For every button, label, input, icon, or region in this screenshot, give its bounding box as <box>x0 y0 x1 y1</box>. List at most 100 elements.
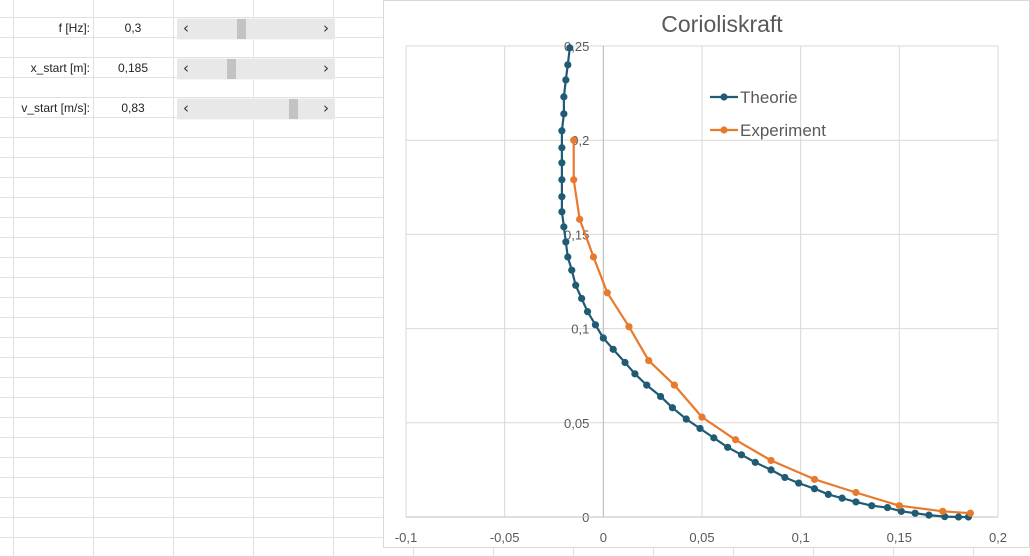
data-point-theorie <box>824 490 832 498</box>
data-point-theorie <box>558 176 566 184</box>
data-point-experiment <box>966 509 974 517</box>
x-tick-label: 0,1 <box>792 530 810 545</box>
data-point-theorie <box>578 294 586 303</box>
v-start-scroll-thumb[interactable] <box>288 99 298 119</box>
x-tick-label: 0,2 <box>989 530 1007 545</box>
y-tick-label: 0,1 <box>571 322 589 337</box>
data-point-theorie <box>564 61 572 69</box>
data-point-theorie <box>925 511 933 519</box>
data-point-experiment <box>589 253 598 261</box>
data-point-experiment <box>939 507 947 515</box>
data-point-experiment <box>645 357 653 365</box>
v-start-label: v_start [m/s]: <box>21 101 90 115</box>
frequency-scrollbar[interactable]: ‹ › <box>177 18 335 40</box>
data-point-theorie <box>883 503 892 512</box>
data-point-theorie <box>599 334 607 342</box>
data-point-theorie <box>562 238 570 246</box>
frequency-scroll-thumb[interactable] <box>236 19 246 39</box>
frequency-value[interactable]: 0,3 <box>124 21 142 35</box>
data-point-experiment <box>731 436 740 444</box>
v-start-decrease-arrow[interactable]: ‹ <box>183 99 189 117</box>
data-point-theorie <box>560 223 568 231</box>
data-point-experiment <box>810 475 819 483</box>
x-start-decrease-arrow[interactable]: ‹ <box>183 59 189 77</box>
data-point-theorie <box>852 498 860 506</box>
x-tick-label: -0,1 <box>395 530 417 545</box>
data-point-theorie <box>591 321 600 329</box>
data-point-theorie <box>558 208 566 216</box>
data-point-theorie <box>954 513 963 521</box>
x-tick-label: 0,15 <box>887 530 912 545</box>
data-point-theorie <box>668 404 676 412</box>
data-point-theorie <box>838 494 846 502</box>
data-point-theorie <box>572 281 580 289</box>
data-point-theorie <box>810 485 819 493</box>
v-start-scrollbar[interactable]: ‹ › <box>177 98 335 120</box>
data-point-theorie <box>609 345 617 353</box>
y-tick-label: 0,2 <box>571 133 589 148</box>
data-point-experiment <box>895 502 903 510</box>
chart-area[interactable]: Corioliskraft -0,1-0,0500,050,10,150,200… <box>383 0 1030 548</box>
plot-series <box>558 44 974 521</box>
x-start-label: x_start [m]: <box>30 61 90 75</box>
data-point-theorie <box>566 44 574 52</box>
data-point-theorie <box>558 127 566 135</box>
data-point-theorie <box>583 308 592 316</box>
data-point-theorie <box>696 424 704 433</box>
series-line-theorie <box>560 47 969 519</box>
legend-label-experiment: Experiment <box>740 121 826 140</box>
data-point-theorie <box>558 193 566 201</box>
data-point-theorie <box>562 76 570 84</box>
data-point-experiment <box>625 323 633 331</box>
x-start-value[interactable]: 0,185 <box>117 61 149 75</box>
data-point-experiment <box>767 456 775 465</box>
data-point-theorie <box>724 443 732 451</box>
data-point-theorie <box>751 458 759 466</box>
legend-label-theorie: Theorie <box>740 88 798 107</box>
frequency-decrease-arrow[interactable]: ‹ <box>183 19 189 37</box>
chart-title: Corioliskraft <box>661 11 783 37</box>
legend-marker-theorie <box>720 93 728 101</box>
data-point-theorie <box>656 392 665 401</box>
data-point-theorie <box>560 110 568 118</box>
x-start-scrollbar[interactable]: ‹ › <box>177 58 335 80</box>
data-point-experiment <box>603 289 611 297</box>
series-line-experiment <box>572 140 971 515</box>
frequency-label: f [Hz]: <box>58 21 90 35</box>
data-point-theorie <box>737 451 746 459</box>
data-point-experiment <box>570 176 578 184</box>
x-start-scroll-thumb[interactable] <box>226 59 236 79</box>
data-point-theorie <box>558 144 566 152</box>
x-tick-label: 0 <box>600 530 607 545</box>
x-tick-label: -0,05 <box>490 530 520 545</box>
x-start-increase-arrow[interactable]: › <box>323 59 329 77</box>
data-point-theorie <box>767 466 775 474</box>
data-point-experiment <box>698 413 706 421</box>
data-point-experiment <box>852 488 860 497</box>
axes: -0,1-0,0500,050,10,150,200,050,10,150,20… <box>395 39 1007 545</box>
v-start-value[interactable]: 0,83 <box>121 101 145 115</box>
chart-svg: Corioliskraft -0,1-0,0500,050,10,150,200… <box>395 11 1007 545</box>
legend[interactable]: Theorie Experiment <box>710 88 826 140</box>
data-point-theorie <box>868 502 876 510</box>
gridlines <box>405 45 999 518</box>
data-point-theorie <box>631 370 639 378</box>
data-point-experiment <box>670 381 678 389</box>
data-point-theorie <box>795 479 803 487</box>
data-point-theorie <box>568 266 576 274</box>
data-point-theorie <box>643 381 651 389</box>
data-point-theorie <box>560 93 568 101</box>
data-point-theorie <box>621 358 629 367</box>
data-point-theorie <box>710 434 718 442</box>
y-tick-label: 0,05 <box>564 416 589 431</box>
data-point-theorie <box>564 253 572 261</box>
v-start-increase-arrow[interactable]: › <box>323 99 329 117</box>
data-point-theorie <box>781 473 789 482</box>
x-tick-label: 0,05 <box>689 530 714 545</box>
legend-marker-experiment <box>720 126 728 134</box>
data-point-experiment <box>570 136 578 144</box>
data-point-experiment <box>576 215 584 223</box>
data-point-theorie <box>682 415 690 423</box>
frequency-increase-arrow[interactable]: › <box>323 19 329 37</box>
data-point-theorie <box>911 509 919 517</box>
